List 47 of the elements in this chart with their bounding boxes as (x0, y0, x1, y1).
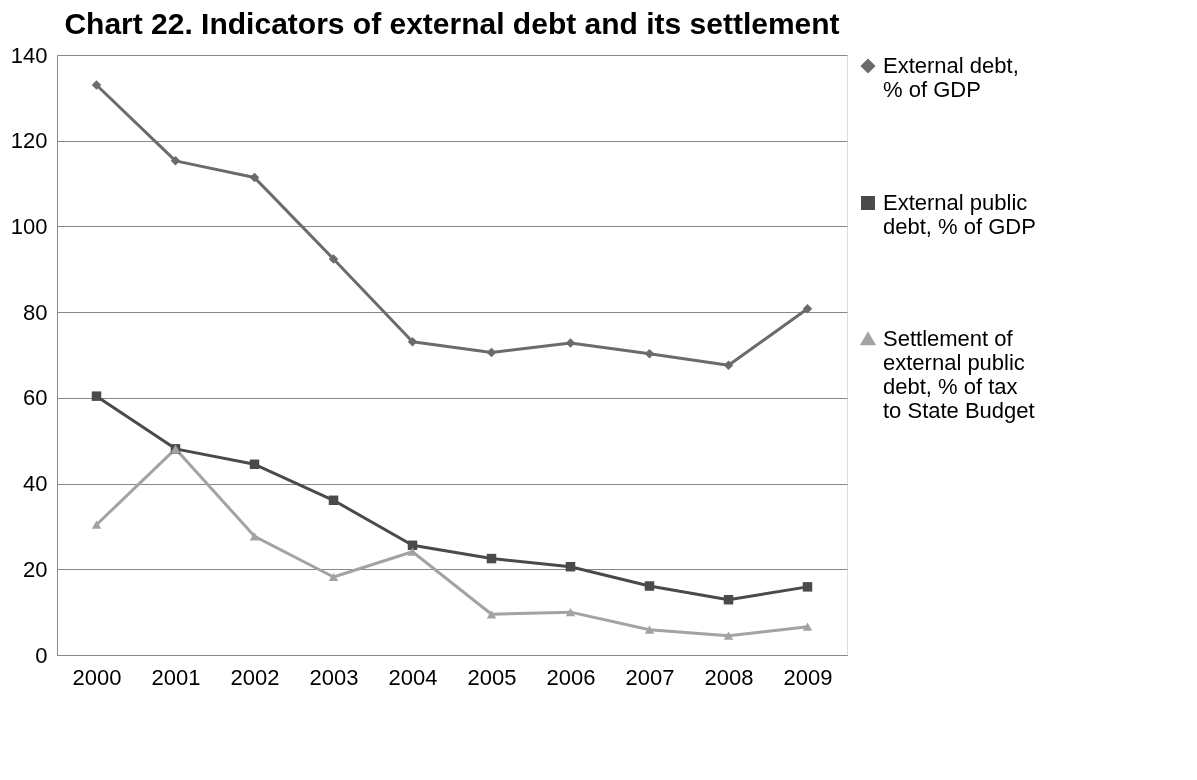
point (802, 303, 813, 314)
x-tick-label: 2007 (625, 664, 675, 690)
x-tick-label: 2000 (72, 664, 122, 690)
legend-label: Settlement of external public debt, % of tax to State Budget (883, 326, 1035, 423)
point (91, 80, 102, 90)
x-tick-label: 2006 (546, 664, 596, 690)
point (407, 336, 418, 347)
point (565, 561, 576, 572)
legend-label: External debt, % of GDP (883, 53, 1019, 102)
point (565, 608, 576, 617)
point (328, 254, 339, 264)
point (486, 553, 497, 564)
point (249, 172, 260, 183)
y-tick-label: 40 (23, 471, 48, 497)
y-tick-label: 140 (10, 42, 48, 68)
y-tick-label: 0 (35, 642, 48, 668)
point (802, 582, 813, 592)
x-tick-label: 2004 (388, 664, 438, 690)
point (91, 391, 102, 401)
x-tick-label: 2005 (467, 664, 517, 690)
y-tick-label: 120 (10, 128, 48, 154)
legend-label: External public debt, % of GDP (883, 190, 1036, 239)
y-tick-label: 80 (23, 299, 48, 325)
point (644, 625, 655, 634)
point (486, 610, 497, 619)
x-tick-label: 2002 (230, 664, 280, 690)
y-tick-label: 60 (23, 385, 48, 411)
point (644, 348, 655, 359)
point (644, 581, 655, 591)
point (170, 156, 181, 166)
point (802, 622, 813, 631)
y-tick-label: 20 (23, 556, 48, 582)
y-tick-label: 100 (10, 213, 48, 239)
point (91, 520, 102, 529)
point (723, 594, 734, 605)
point (328, 495, 339, 506)
point (723, 631, 734, 640)
point (723, 360, 734, 371)
point (249, 532, 260, 541)
x-tick-label: 2009 (783, 664, 833, 690)
point (328, 572, 339, 582)
point (486, 347, 497, 358)
x-tick-label: 2003 (309, 664, 359, 690)
x-tick-label: 2001 (151, 664, 201, 690)
point (249, 459, 260, 470)
chart-title: Chart 22. Indicators of external debt and its settlement (64, 7, 840, 40)
x-tick-label: 2008 (704, 664, 754, 690)
